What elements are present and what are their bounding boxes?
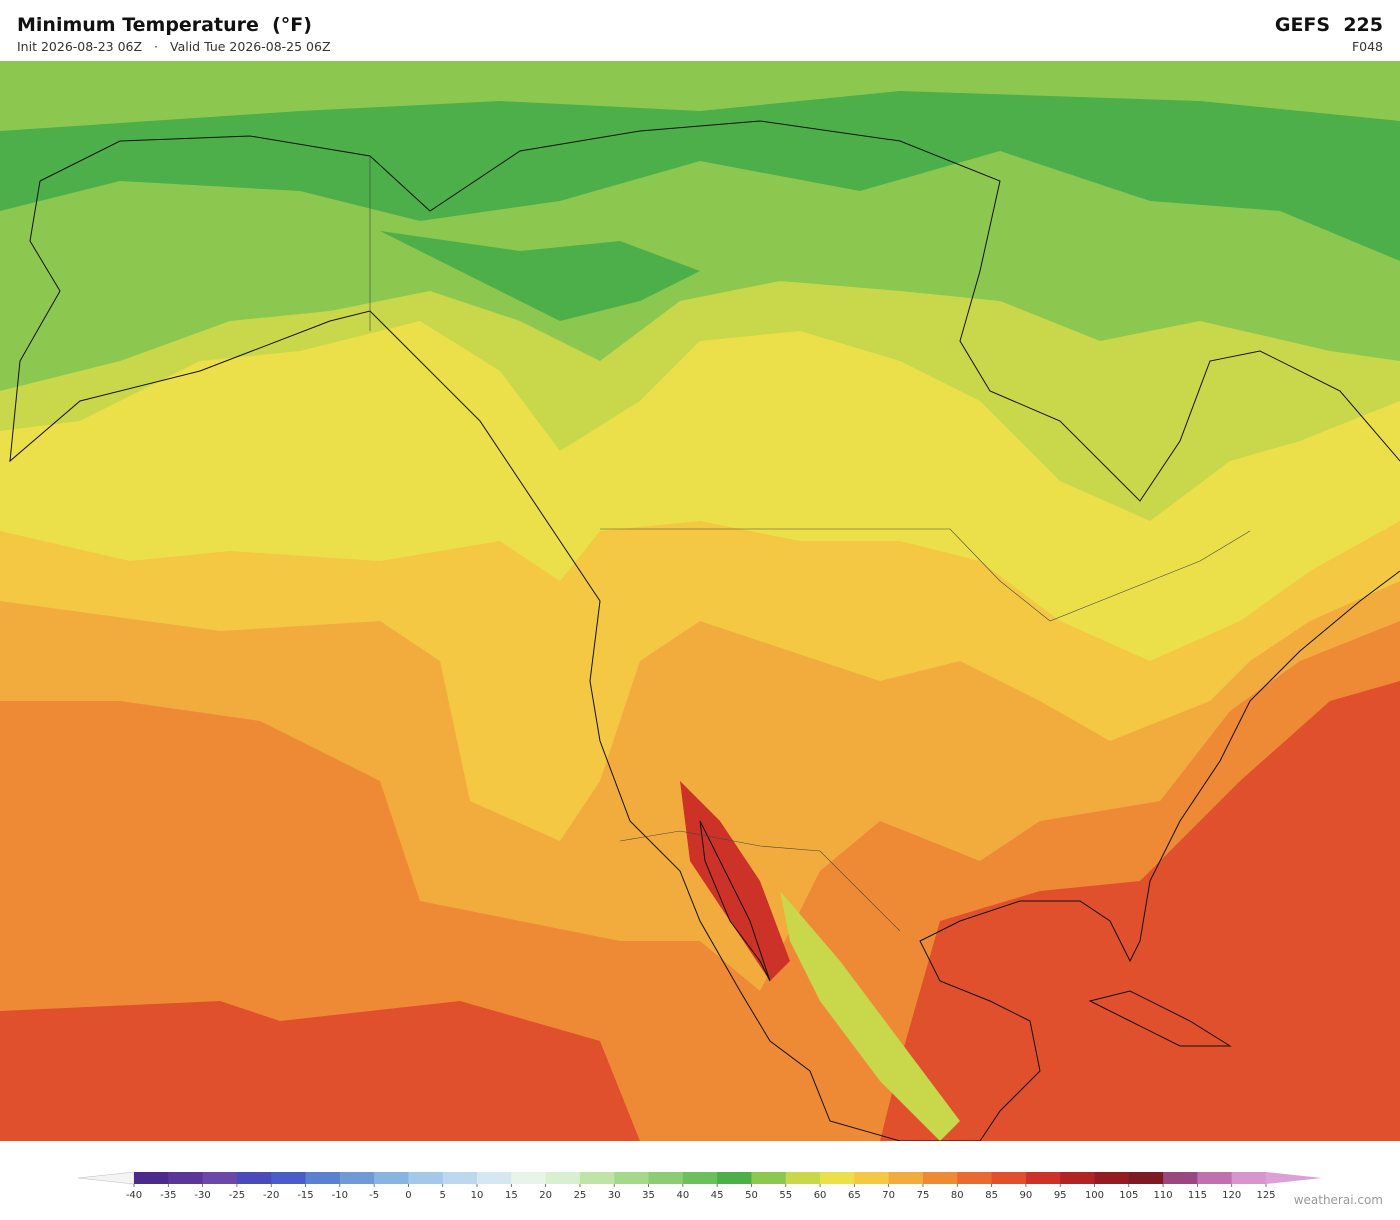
colorbar-tick-label: 75 (917, 1190, 930, 1201)
colorbar-tick-label: 5 (440, 1190, 446, 1201)
colorbar-segment (717, 1172, 752, 1184)
colorbar-segment (579, 1172, 615, 1184)
colorbar-tick-label: 125 (1256, 1190, 1275, 1201)
map-title: Minimum Temperature (°F) (17, 14, 312, 36)
colorbar-tick-label: 30 (608, 1190, 621, 1201)
colorbar-tick-label: -10 (332, 1190, 348, 1201)
colorbar-tick-label: -30 (194, 1190, 210, 1201)
colorbar-tick-label: 0 (405, 1190, 411, 1201)
colorbar-segment (168, 1172, 204, 1184)
colorbar-segment (785, 1172, 821, 1184)
colorbar-tick-label: 55 (779, 1190, 792, 1201)
colorbar-segment (236, 1172, 272, 1184)
temp-field (0, 61, 1400, 131)
colorbar-segment (271, 1172, 307, 1184)
colorbar-tick-label: 65 (848, 1190, 861, 1201)
colorbar-segment (545, 1172, 581, 1184)
colorbar-segment (614, 1172, 650, 1184)
temp-field (780, 891, 960, 1141)
colorbar-segment (202, 1172, 238, 1184)
forecast-hour: F048 (1351, 39, 1383, 54)
colorbar-tick-label: -20 (263, 1190, 279, 1201)
colorbar-tick-label: 20 (539, 1190, 552, 1201)
colorbar-tick-label: -35 (160, 1190, 176, 1201)
colorbar-segment (1025, 1172, 1061, 1184)
colorbar-segment (922, 1172, 958, 1184)
colorbar-segment (1163, 1172, 1198, 1184)
colorbar-tick-label: 120 (1222, 1190, 1241, 1201)
colorbar-segment (682, 1172, 718, 1184)
colorbar-segment (957, 1172, 993, 1184)
colorbar-segment (751, 1172, 787, 1184)
valid-time: Valid Tue 2026-08-25 06Z (170, 39, 331, 54)
colorbar-over (1266, 1172, 1322, 1184)
colorbar-segment (1128, 1172, 1164, 1184)
colorbar-tick-label: -15 (297, 1190, 313, 1201)
watermark: weatherai.com (1293, 1193, 1383, 1207)
colorbar-segment (408, 1172, 444, 1184)
colorbar-tick-label: 110 (1154, 1190, 1173, 1201)
colorbar-tick-label: 15 (505, 1190, 518, 1201)
colorbar-segment (374, 1172, 409, 1184)
colorbar-tick-label: -25 (229, 1190, 245, 1201)
colorbar-segment (1197, 1172, 1233, 1184)
colorbar-tick-label: 90 (1020, 1190, 1033, 1201)
colorbar-tick-label: 35 (642, 1190, 655, 1201)
colorbar-segment (991, 1172, 1027, 1184)
coastlines (9, 120, 1400, 1141)
temp-field (0, 61, 1400, 321)
colorbar-segment (1060, 1172, 1095, 1184)
colorbar-segment (339, 1172, 375, 1184)
colorbar-tick-label: 10 (471, 1190, 484, 1201)
colorbar-segment (888, 1172, 924, 1184)
colorbar-tick-label: 50 (745, 1190, 758, 1201)
colorbar-tick-label: 105 (1119, 1190, 1138, 1201)
colorbar-segment (511, 1172, 547, 1184)
colorbar-segment (1094, 1172, 1130, 1184)
separator: · (154, 39, 159, 54)
colorbar-tick-label: 25 (574, 1190, 587, 1201)
colorbar-segment (648, 1172, 684, 1184)
colorbar-tick-label: 115 (1188, 1190, 1207, 1201)
colorbar-segment (442, 1172, 478, 1184)
colorbar-tick-label: 70 (882, 1190, 895, 1201)
subtitle: Init 2026-08-23 06Z · Valid Tue 2026-08-… (17, 39, 339, 54)
colorbar-tick-label: 45 (711, 1190, 724, 1201)
colorbar-tick-label: 100 (1085, 1190, 1104, 1201)
temp-field (680, 781, 790, 981)
colorbar-tick-label: 85 (985, 1190, 998, 1201)
colorbar: -40 -35 -30 -25 -20 -15 -10 -5 0 5 10 15 20 25 30 35 40 4… (77, 1171, 1322, 1201)
map (0, 61, 1400, 1141)
colorbar-tick-label: 40 (676, 1190, 689, 1201)
colorbar-tick-label: 95 (1054, 1190, 1067, 1201)
colorbar-segment (854, 1172, 890, 1184)
colorbar-under (77, 1171, 135, 1185)
colorbar-segment (477, 1172, 512, 1184)
colorbar-tick-label: -40 (126, 1190, 142, 1201)
colorbar-tick-label: 80 (951, 1190, 964, 1201)
colorbar-segment (134, 1172, 169, 1184)
init-time: Init 2026-08-23 06Z (17, 39, 143, 54)
colorbar-segment (820, 1172, 855, 1184)
colorbar-segment (305, 1172, 341, 1184)
colorbar-tick-label: -5 (369, 1190, 379, 1201)
colorbar-tick-label: 60 (814, 1190, 827, 1201)
model-name: GEFS 225 (1274, 14, 1383, 36)
colorbar-segment (1231, 1172, 1267, 1184)
borders (369, 156, 1251, 932)
